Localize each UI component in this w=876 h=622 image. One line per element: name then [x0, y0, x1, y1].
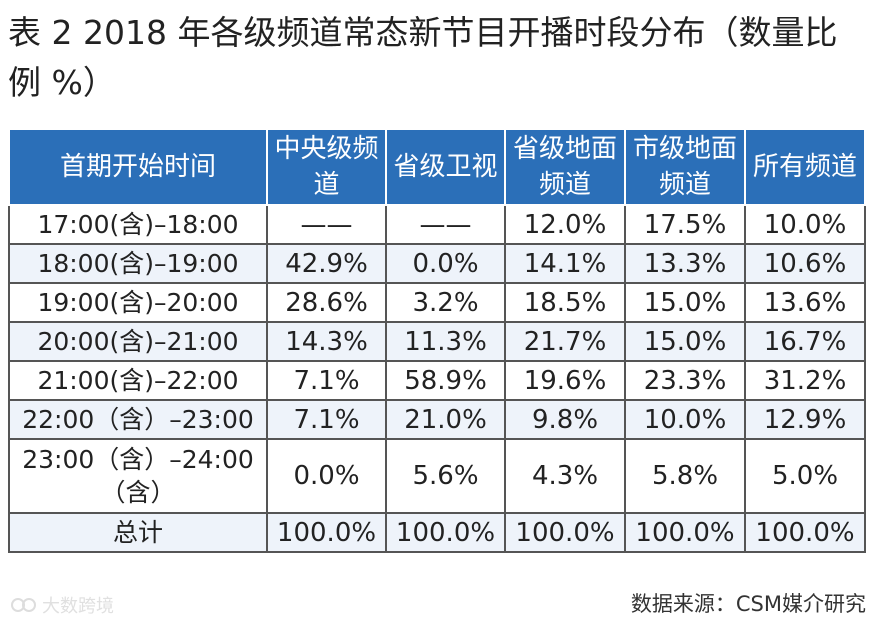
table-cell: 7.1%: [266, 399, 387, 440]
watermark: 大数跨境: [10, 592, 114, 618]
data-source: 数据来源：CSM媒介研究: [630, 592, 866, 616]
table-cell: 23.3%: [624, 360, 746, 401]
table-cell: 100.0%: [266, 512, 387, 553]
table-cell: 12.0%: [504, 204, 626, 245]
table-cell: 5.0%: [744, 438, 866, 514]
table-cell: 19.6%: [504, 360, 626, 401]
table-cell: 13.6%: [744, 282, 866, 323]
column-header-municipal-terrestrial: 市级地面频道: [624, 128, 746, 206]
row-label: 20:00(含)–21:00: [8, 321, 268, 362]
header-row: 首期开始时间 中央级频道 省级卫视 省级地面频道 市级地面频道 所有频道: [8, 128, 866, 206]
table-row: 18:00(含)–19:00 42.9% 0.0% 14.1% 13.3% 10…: [8, 243, 866, 284]
table-cell: 42.9%: [266, 243, 387, 284]
row-label: 18:00(含)–19:00: [8, 243, 268, 284]
table-cell: ——: [385, 204, 506, 245]
column-header-central: 中央级频道: [266, 128, 387, 206]
table-cell: 17.5%: [624, 204, 746, 245]
row-label: 21:00(含)–22:00: [8, 360, 268, 401]
table-cell: 16.7%: [744, 321, 866, 362]
table-cell: 0.0%: [266, 438, 387, 514]
table-cell: 21.0%: [385, 399, 506, 440]
table-row: 17:00(含)–18:00 —— —— 12.0% 17.5% 10.0%: [8, 204, 866, 245]
table-row: 20:00(含)–21:00 14.3% 11.3% 21.7% 15.0% 1…: [8, 321, 866, 362]
table-cell: 7.1%: [266, 360, 387, 401]
table-cell: 14.1%: [504, 243, 626, 284]
table-cell: 13.3%: [624, 243, 746, 284]
table-cell: 14.3%: [266, 321, 387, 362]
row-label: 17:00(含)–18:00: [8, 204, 268, 245]
table-cell: 21.7%: [504, 321, 626, 362]
column-header-provincial-satellite: 省级卫视: [385, 128, 506, 206]
table-cell: 15.0%: [624, 282, 746, 323]
table-cell: 10.0%: [624, 399, 746, 440]
table-cell: 100.0%: [744, 512, 866, 553]
table-cell: 31.2%: [744, 360, 866, 401]
table-cell: 4.3%: [504, 438, 626, 514]
table-cell: 28.6%: [266, 282, 387, 323]
table-cell: 5.6%: [385, 438, 506, 514]
table-cell: ——: [266, 204, 387, 245]
row-label: 22:00（含）–23:00: [8, 399, 268, 440]
table-title: 表 2 2018 年各级频道常态新节目开播时段分布（数量比例 %）: [8, 13, 838, 102]
table-cell: 5.8%: [624, 438, 746, 514]
table-cell: 10.6%: [744, 243, 866, 284]
row-label: 总计: [8, 512, 268, 553]
column-header-time: 首期开始时间: [8, 128, 268, 206]
table-cell: 11.3%: [385, 321, 506, 362]
table-cell: 18.5%: [504, 282, 626, 323]
table-cell: 9.8%: [504, 399, 626, 440]
table-row: 21:00(含)–22:00 7.1% 58.9% 19.6% 23.3% 31…: [8, 360, 866, 401]
watermark-text: 大数跨境: [42, 596, 114, 617]
table-cell: 3.2%: [385, 282, 506, 323]
table-row: 22:00（含）–23:00 7.1% 21.0% 9.8% 10.0% 12.…: [8, 399, 866, 440]
table-cell: 12.9%: [744, 399, 866, 440]
table-cell: 100.0%: [385, 512, 506, 553]
column-header-provincial-terrestrial: 省级地面频道: [504, 128, 626, 206]
table-cell: 15.0%: [624, 321, 746, 362]
table-cell: 58.9%: [385, 360, 506, 401]
data-table: 首期开始时间 中央级频道 省级卫视 省级地面频道 市级地面频道 所有频道 17:…: [8, 128, 866, 553]
table-cell: 100.0%: [624, 512, 746, 553]
table-cell: 0.0%: [385, 243, 506, 284]
column-header-all-channels: 所有频道: [744, 128, 866, 206]
row-label: 19:00(含)–20:00: [8, 282, 268, 323]
table-cell: 10.0%: [744, 204, 866, 245]
table-row: 23:00（含）–24:00（含） 0.0% 5.6% 4.3% 5.8% 5.…: [8, 438, 866, 514]
table-row: 19:00(含)–20:00 28.6% 3.2% 18.5% 15.0% 13…: [8, 282, 866, 323]
watermark-logo-icon: [11, 598, 36, 612]
row-label: 23:00（含）–24:00（含）: [8, 438, 268, 514]
table-row-total: 总计 100.0% 100.0% 100.0% 100.0% 100.0%: [8, 512, 866, 553]
table-cell: 100.0%: [504, 512, 626, 553]
